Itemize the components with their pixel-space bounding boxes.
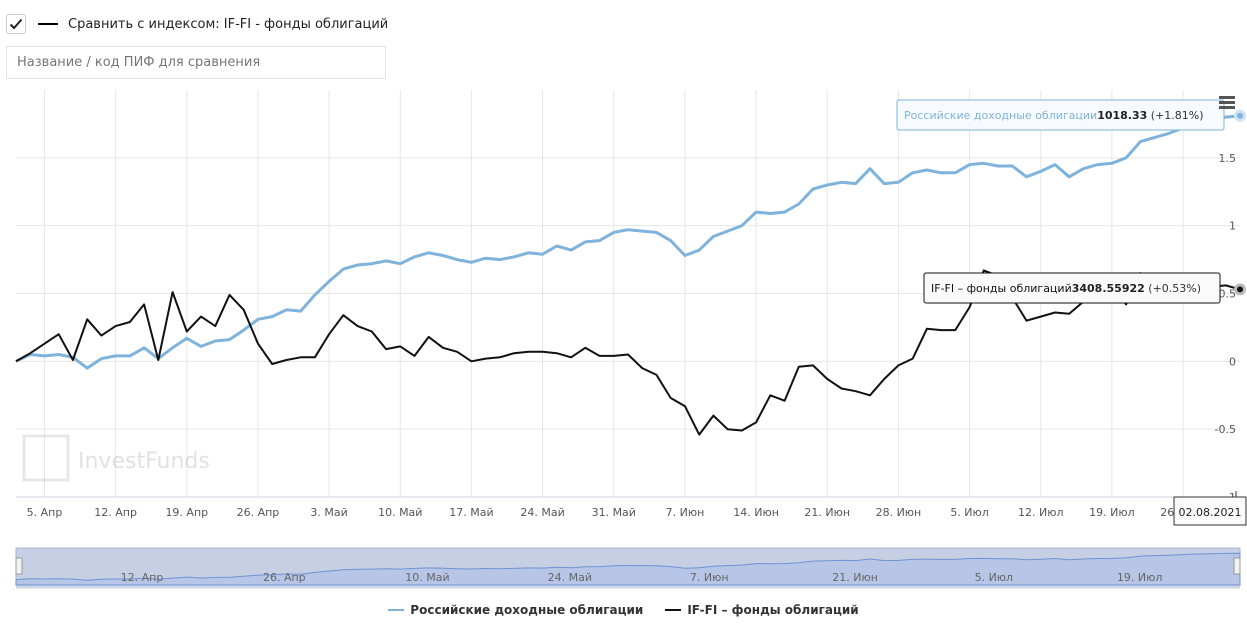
x-tick-label: 19. Апр [165, 506, 208, 519]
index-hover-marker [1237, 286, 1243, 293]
chart-legend: Российские доходные облигации IF-FI – фо… [0, 600, 1247, 620]
x-tick-label: 10. Май [378, 506, 422, 519]
fund-hover-marker [1237, 112, 1243, 119]
fund-search-input[interactable] [6, 46, 386, 79]
checkmark-icon [9, 18, 23, 30]
x-tick-label: 5. Апр [27, 506, 63, 519]
navigator-label: 5. Июл [975, 571, 1014, 584]
x-tick-label: 26. Апр [237, 506, 280, 519]
x-tick-label: 7. Июн [666, 506, 705, 519]
x-tick-label: 24. Май [520, 506, 564, 519]
index-line-swatch [38, 23, 58, 25]
x-tick-label: 31. Май [592, 506, 636, 519]
legend-item-fund[interactable]: Российские доходные облигации [388, 603, 643, 617]
navigator-series [15, 552, 1241, 586]
x-tick-label: 3. Май [310, 506, 347, 519]
x-tick-label: 21. Июн [804, 506, 850, 519]
watermark-logo: InvestFunds [22, 434, 210, 482]
x-tick-label: 19. Июл [1089, 506, 1135, 519]
svg-text:InvestFunds: InvestFunds [78, 449, 210, 474]
legend-label-index: IF-FI – фонды облигаций [687, 603, 859, 617]
index-series-line [15, 269, 1241, 436]
index-tooltip-box [923, 272, 1221, 304]
fund-series-line [15, 114, 1241, 370]
navigator-label: 12. Апр [121, 571, 164, 584]
navigator-handle-right[interactable] [1233, 557, 1241, 575]
x-tick-label: 14. Июн [733, 506, 779, 519]
x-tick-label: 12. Апр [94, 506, 137, 519]
x-tick-label: 28. Июн [876, 506, 922, 519]
hamburger-icon[interactable] [1219, 96, 1235, 109]
compare-label: Сравнить с индексом: IF-FI - фонды облиг… [68, 16, 389, 32]
navigator-handle-left[interactable] [15, 557, 23, 575]
compare-row: Сравнить с индексом: IF-FI - фонды облиг… [6, 10, 388, 38]
fund-tooltip-box [896, 99, 1225, 131]
y-tick-label: 0 [1229, 355, 1236, 368]
navigator-label: 24. Май [548, 571, 592, 584]
y-tick-label: -0.5 [1215, 423, 1236, 436]
navigator-label: 19. Июл [1117, 571, 1163, 584]
navigator-label: 21. Июн [832, 571, 878, 584]
y-tick-label: 1.5 [1219, 152, 1237, 165]
navigator-label: 7. Июн [690, 571, 729, 584]
y-tick-label: 0.5 [1219, 288, 1237, 301]
x-tick-label: 5. Июл [950, 506, 989, 519]
navigator-label: 10. Май [405, 571, 449, 584]
navigator-label: 26. Апр [263, 571, 306, 584]
index-tooltip-text: IF-FI – фонды облигаций3408.55922 (+0.53… [931, 282, 1201, 295]
x-hover-label: 02.08.2021 [1179, 506, 1242, 519]
x-tick-label: 17. Май [449, 506, 493, 519]
x-hover-label-box [1173, 496, 1247, 526]
legend-swatch-fund [388, 609, 405, 611]
compare-checkbox[interactable] [6, 14, 26, 34]
legend-swatch-index [665, 609, 682, 611]
legend-item-index[interactable]: IF-FI – фонды облигаций [665, 603, 859, 617]
x-tick-label: 12. Июл [1018, 506, 1064, 519]
y-tick-label: 1 [1229, 220, 1236, 233]
fund-tooltip-text: Российские доходные облигации1018.33 (+1… [904, 109, 1204, 122]
legend-label-fund: Российские доходные облигации [410, 603, 644, 617]
